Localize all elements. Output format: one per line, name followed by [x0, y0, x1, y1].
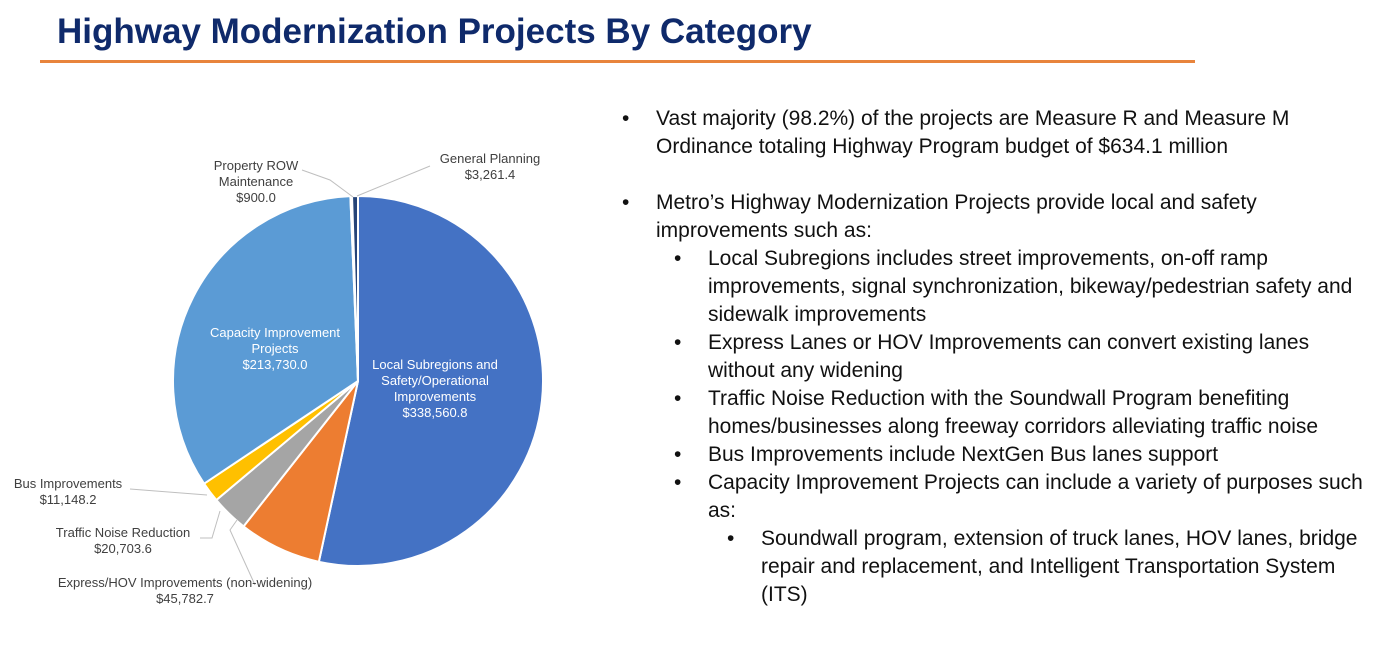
slice-name-label: Projects	[252, 341, 299, 356]
slice-name-label: Maintenance	[219, 174, 293, 189]
slice-name-label: Property ROW	[214, 158, 299, 173]
leader-line	[129, 488, 208, 496]
slice-label: Property ROW Maintenance $900.0	[214, 158, 299, 205]
slice-name-label: Traffic Noise Reduction	[56, 525, 190, 540]
slice-value-label: $900.0	[236, 190, 276, 205]
slice-value-label: $11,148.2	[40, 492, 97, 507]
bullet-item: Traffic Noise Reduction with the Soundwa…	[672, 385, 1380, 441]
bullet-item: Bus Improvements include NextGen Bus lan…	[672, 441, 1380, 469]
slice-label: Traffic Noise Reduction $20,703.6	[56, 525, 190, 556]
bullet-item: Vast majority (98.2%) of the projects ar…	[620, 105, 1380, 161]
bullet-item: Soundwall program, extension of truck la…	[725, 525, 1380, 609]
slice-name-label: Local Subregions and	[372, 357, 498, 372]
slice-label: Local Subregions and Safety/Operational Im…	[372, 357, 498, 420]
slice-name-label: Bus Improvements	[14, 476, 123, 491]
bullet-item: Metro’s Highway Modernization Projects p…	[620, 189, 1380, 245]
slice-name-label: Capacity Improvement	[210, 325, 340, 340]
leader-line	[356, 165, 431, 197]
bullet-item: Local Subregions includes street improve…	[672, 245, 1380, 329]
pie-slice	[172, 195, 360, 486]
slice-value-label: $45,782.7	[156, 591, 214, 606]
slice-value-label: $3,261.4	[465, 167, 516, 182]
slice-name-label: General Planning	[440, 151, 540, 166]
slice-value-label: $338,560.8	[402, 405, 467, 420]
bullet-list: Vast majority (98.2%) of the projects ar…	[620, 105, 1380, 609]
bullet-item: Express Lanes or HOV Improvements can co…	[672, 329, 1380, 385]
slice-label: Capacity Improvement Projects $213,730.0	[210, 325, 340, 372]
slice-name-label: Safety/Operational	[381, 373, 489, 388]
leader-line	[301, 169, 354, 198]
slice-value-label: $20,703.6	[94, 541, 152, 556]
pie-slice	[317, 194, 544, 567]
pie-chart: Local Subregions and Safety/Operational Im…	[14, 151, 544, 606]
leader-line	[229, 519, 256, 586]
title-underline	[40, 60, 1195, 63]
slide-title: Highway Modernization Projects By Catego…	[57, 12, 812, 51]
slice-name-label: Improvements	[394, 389, 477, 404]
slice-name-label: Express/HOV Improvements (non-widening)	[58, 575, 312, 590]
slice-label: Bus Improvements $11,148.2	[14, 476, 123, 507]
bullet-item: Capacity Improvement Projects can includ…	[672, 469, 1380, 525]
slice-label: Express/HOV Improvements (non-widening) $…	[58, 575, 312, 606]
slice-label: General Planning $3,261.4	[440, 151, 540, 182]
leader-line	[200, 510, 221, 539]
slice-value-label: $213,730.0	[242, 357, 307, 372]
